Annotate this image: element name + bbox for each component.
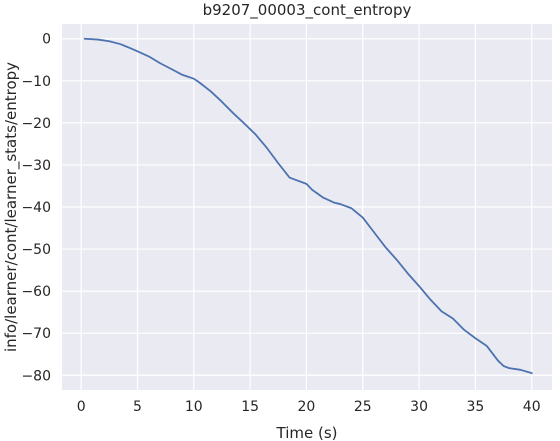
y-tick-label: −10 bbox=[21, 74, 51, 90]
y-tick-label: −70 bbox=[21, 326, 51, 342]
x-tick-label: 30 bbox=[410, 399, 428, 415]
y-tick-label: −40 bbox=[21, 200, 51, 216]
x-tick-label: 5 bbox=[133, 399, 142, 415]
y-tick-label: −30 bbox=[21, 158, 51, 174]
chart-title: b9207_00003_cont_entropy bbox=[203, 1, 412, 20]
y-tick-label: −60 bbox=[21, 284, 51, 300]
y-tick-labels: 0 −10 −20 −30 −40 −50 −60 −70 −80 bbox=[21, 32, 51, 385]
grid bbox=[62, 24, 552, 390]
x-axis-label: Time (s) bbox=[276, 424, 338, 441]
x-tick-label: 15 bbox=[241, 399, 259, 415]
y-axis-label: info/learner/cont/learner_stats/entropy bbox=[2, 62, 21, 352]
y-tick-label: −50 bbox=[21, 242, 51, 258]
x-tick-label: 25 bbox=[354, 399, 372, 415]
x-tick-label: 0 bbox=[77, 399, 86, 415]
x-tick-label: 10 bbox=[185, 399, 203, 415]
y-tick-label: 0 bbox=[42, 32, 51, 48]
x-tick-labels: 0 5 10 15 20 25 30 35 40 bbox=[77, 399, 541, 415]
x-tick-label: 40 bbox=[523, 399, 541, 415]
x-tick-label: 35 bbox=[466, 399, 484, 415]
x-tick-label: 20 bbox=[298, 399, 316, 415]
entropy-series-line bbox=[83, 37, 533, 375]
y-tick-label: −80 bbox=[21, 368, 51, 384]
y-tick-label: −20 bbox=[21, 116, 51, 132]
series-layer bbox=[83, 37, 533, 375]
